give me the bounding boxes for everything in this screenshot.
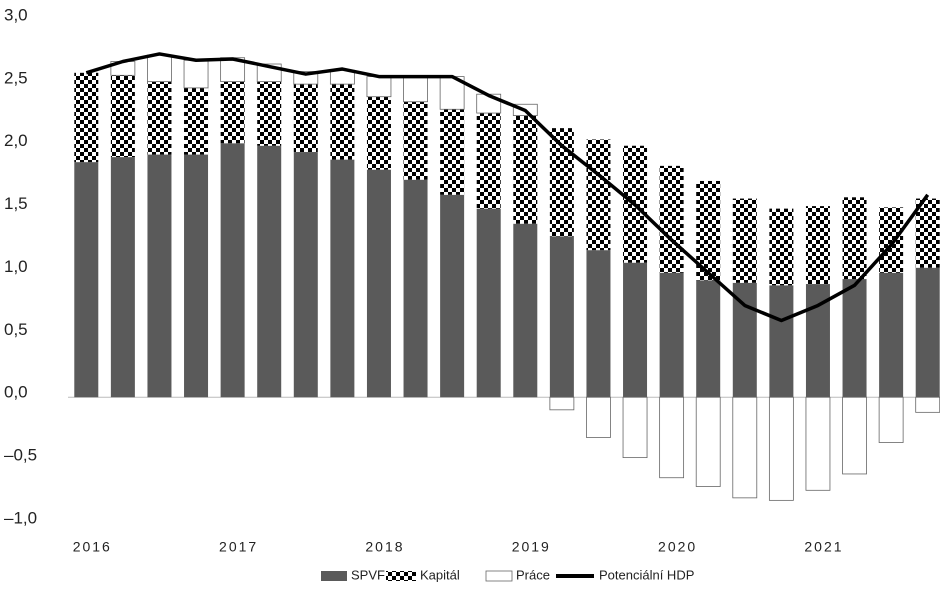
bar-segment — [476, 208, 501, 398]
bar-segment — [549, 236, 574, 398]
bar-segment — [842, 396, 867, 475]
legend-label: Práce — [516, 567, 550, 582]
bar-segment — [184, 154, 209, 398]
bar-segment — [513, 115, 538, 224]
y-tick-label: 2,0 — [4, 131, 28, 150]
bar-segment — [623, 262, 648, 398]
bar-segment — [842, 197, 867, 280]
bar-segment — [110, 75, 135, 158]
bar-segment — [147, 81, 172, 155]
x-tick-label: 2017 — [219, 539, 258, 555]
bar-segment — [915, 198, 940, 268]
bar-segment — [366, 76, 392, 98]
bar-segment — [768, 396, 794, 501]
bar-segment — [440, 109, 465, 195]
legend-label: SPVF — [351, 567, 385, 582]
bar-segment — [879, 272, 904, 398]
y-tick-label: 0,5 — [4, 320, 28, 339]
bar-segment — [110, 157, 135, 398]
legend-swatch — [321, 571, 347, 581]
bar-segment — [220, 81, 245, 144]
y-tick-label: 0,0 — [4, 383, 28, 402]
bar-segment — [257, 145, 282, 398]
bar-segment — [586, 250, 611, 398]
bar-segment — [366, 96, 391, 170]
x-tick-label: 2020 — [658, 539, 697, 555]
bar-segment — [586, 139, 611, 251]
y-tick-label: –0,5 — [4, 446, 37, 465]
y-tick-label: 2,5 — [4, 68, 28, 87]
bar-segment — [293, 84, 318, 153]
bar-segment — [842, 279, 867, 398]
bar-segment — [878, 396, 904, 443]
bar-segment — [147, 54, 172, 83]
bar-segment — [440, 194, 465, 398]
y-tick-label: 3,0 — [4, 5, 28, 24]
bar-segment — [659, 396, 685, 479]
y-tick-label: 1,0 — [4, 257, 28, 276]
bar-segment — [366, 169, 391, 398]
bar-segment — [732, 396, 758, 499]
x-tick-label: 2021 — [804, 539, 843, 555]
bar-segment — [220, 143, 245, 398]
bar-segment — [476, 113, 501, 209]
bar-segment — [769, 208, 794, 286]
bar-segment — [403, 76, 428, 103]
bar-segment — [403, 179, 428, 398]
bar-segment — [184, 87, 209, 155]
bar-segment — [257, 81, 282, 146]
bar-segment — [74, 162, 99, 398]
bar-segment — [74, 72, 99, 163]
legend-label: Potenciální HDP — [599, 567, 694, 582]
bar-segment — [183, 59, 209, 89]
bar-segment — [330, 159, 355, 398]
bar-segment — [549, 396, 575, 411]
y-tick-label: 1,5 — [4, 194, 28, 213]
y-tick-label: –1,0 — [4, 508, 37, 527]
bar-segment — [659, 165, 684, 273]
bar-segment — [732, 198, 757, 283]
legend-swatch — [485, 570, 513, 582]
bar-segment — [293, 152, 318, 398]
x-tick-label: 2018 — [365, 539, 404, 555]
bar-segment — [586, 396, 611, 438]
bar-segment — [805, 206, 830, 285]
legend-swatch — [386, 571, 416, 581]
x-tick-label: 2019 — [512, 539, 551, 555]
bar-segment — [805, 396, 831, 491]
bar-segment — [403, 101, 428, 180]
bar-segment — [879, 207, 904, 273]
legend-label: Kapitál — [420, 567, 460, 582]
bar-segment — [147, 154, 172, 398]
bar-segment — [915, 267, 940, 398]
bar-segment — [622, 396, 648, 459]
bar-segment — [695, 396, 721, 487]
bar-segment — [915, 396, 940, 413]
bar-segment — [769, 285, 794, 398]
bar-segment — [513, 223, 538, 398]
x-tick-label: 2016 — [73, 539, 112, 555]
line-series — [85, 52, 930, 323]
bar-segment — [659, 272, 684, 398]
bar-segment — [732, 282, 757, 398]
bar-segment — [330, 84, 355, 160]
bar-segment — [696, 280, 721, 398]
